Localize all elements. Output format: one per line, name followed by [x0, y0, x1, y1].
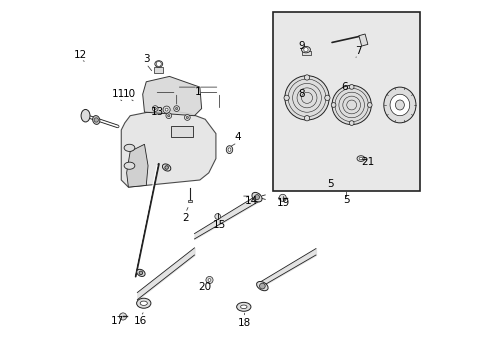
Circle shape	[348, 121, 353, 125]
Text: 3: 3	[142, 54, 149, 64]
Bar	[154, 67, 163, 73]
Ellipse shape	[236, 302, 250, 311]
Circle shape	[175, 108, 177, 110]
Circle shape	[154, 108, 156, 110]
Ellipse shape	[155, 61, 163, 67]
Text: 17: 17	[111, 316, 124, 326]
Circle shape	[214, 213, 220, 219]
Circle shape	[94, 118, 98, 122]
Circle shape	[165, 108, 168, 111]
Text: 20: 20	[198, 282, 211, 292]
Circle shape	[165, 113, 171, 118]
Ellipse shape	[356, 156, 364, 161]
Bar	[358, 34, 367, 46]
Text: 5: 5	[342, 195, 349, 204]
Circle shape	[284, 95, 289, 100]
Text: 10: 10	[122, 89, 136, 99]
Circle shape	[163, 106, 170, 113]
Text: 21: 21	[360, 157, 374, 167]
Text: 1: 1	[194, 87, 201, 98]
Circle shape	[119, 313, 126, 320]
Ellipse shape	[136, 298, 151, 308]
Ellipse shape	[395, 100, 404, 110]
Ellipse shape	[256, 282, 267, 291]
Circle shape	[348, 85, 353, 89]
Ellipse shape	[358, 157, 362, 160]
Circle shape	[304, 75, 309, 80]
Circle shape	[207, 279, 210, 282]
Ellipse shape	[389, 94, 409, 116]
Polygon shape	[142, 76, 201, 116]
Ellipse shape	[140, 301, 147, 305]
Text: 9: 9	[298, 41, 305, 51]
Circle shape	[279, 194, 285, 202]
Polygon shape	[121, 111, 216, 187]
Text: 6: 6	[341, 82, 347, 92]
Text: 14: 14	[244, 197, 258, 206]
Ellipse shape	[226, 146, 232, 154]
Ellipse shape	[227, 148, 230, 152]
Circle shape	[173, 106, 179, 111]
Circle shape	[186, 116, 188, 118]
Text: 11: 11	[112, 89, 125, 99]
Text: 8: 8	[298, 89, 305, 99]
Text: 2: 2	[182, 212, 188, 222]
Circle shape	[304, 116, 309, 121]
Text: 5: 5	[326, 179, 333, 189]
Ellipse shape	[81, 109, 90, 122]
Text: 18: 18	[237, 318, 251, 328]
Ellipse shape	[137, 269, 145, 276]
Circle shape	[254, 195, 259, 200]
Ellipse shape	[164, 166, 168, 169]
Text: 4: 4	[234, 132, 240, 142]
Ellipse shape	[251, 192, 262, 202]
Text: 16: 16	[134, 316, 147, 326]
Ellipse shape	[92, 116, 100, 125]
Text: 15: 15	[212, 220, 225, 230]
Ellipse shape	[301, 46, 310, 53]
Circle shape	[152, 106, 158, 111]
Text: 7: 7	[355, 46, 362, 57]
Circle shape	[205, 276, 213, 284]
Text: 19: 19	[277, 198, 290, 208]
Circle shape	[330, 103, 335, 107]
Bar	[188, 200, 192, 202]
Circle shape	[331, 85, 370, 125]
Circle shape	[156, 62, 161, 66]
Ellipse shape	[124, 144, 135, 152]
Circle shape	[303, 48, 307, 52]
Text: 12: 12	[74, 50, 87, 60]
Ellipse shape	[139, 271, 142, 275]
Ellipse shape	[383, 87, 415, 123]
Ellipse shape	[162, 164, 170, 171]
Polygon shape	[126, 144, 148, 187]
Bar	[301, 51, 310, 55]
Circle shape	[184, 114, 190, 120]
Bar	[272, 12, 419, 191]
Bar	[171, 126, 192, 137]
Circle shape	[167, 114, 169, 117]
Text: 13: 13	[150, 107, 163, 117]
Circle shape	[259, 283, 264, 289]
Ellipse shape	[124, 162, 135, 169]
Circle shape	[285, 76, 328, 120]
Circle shape	[324, 95, 329, 100]
Ellipse shape	[240, 305, 246, 309]
Circle shape	[366, 103, 371, 107]
